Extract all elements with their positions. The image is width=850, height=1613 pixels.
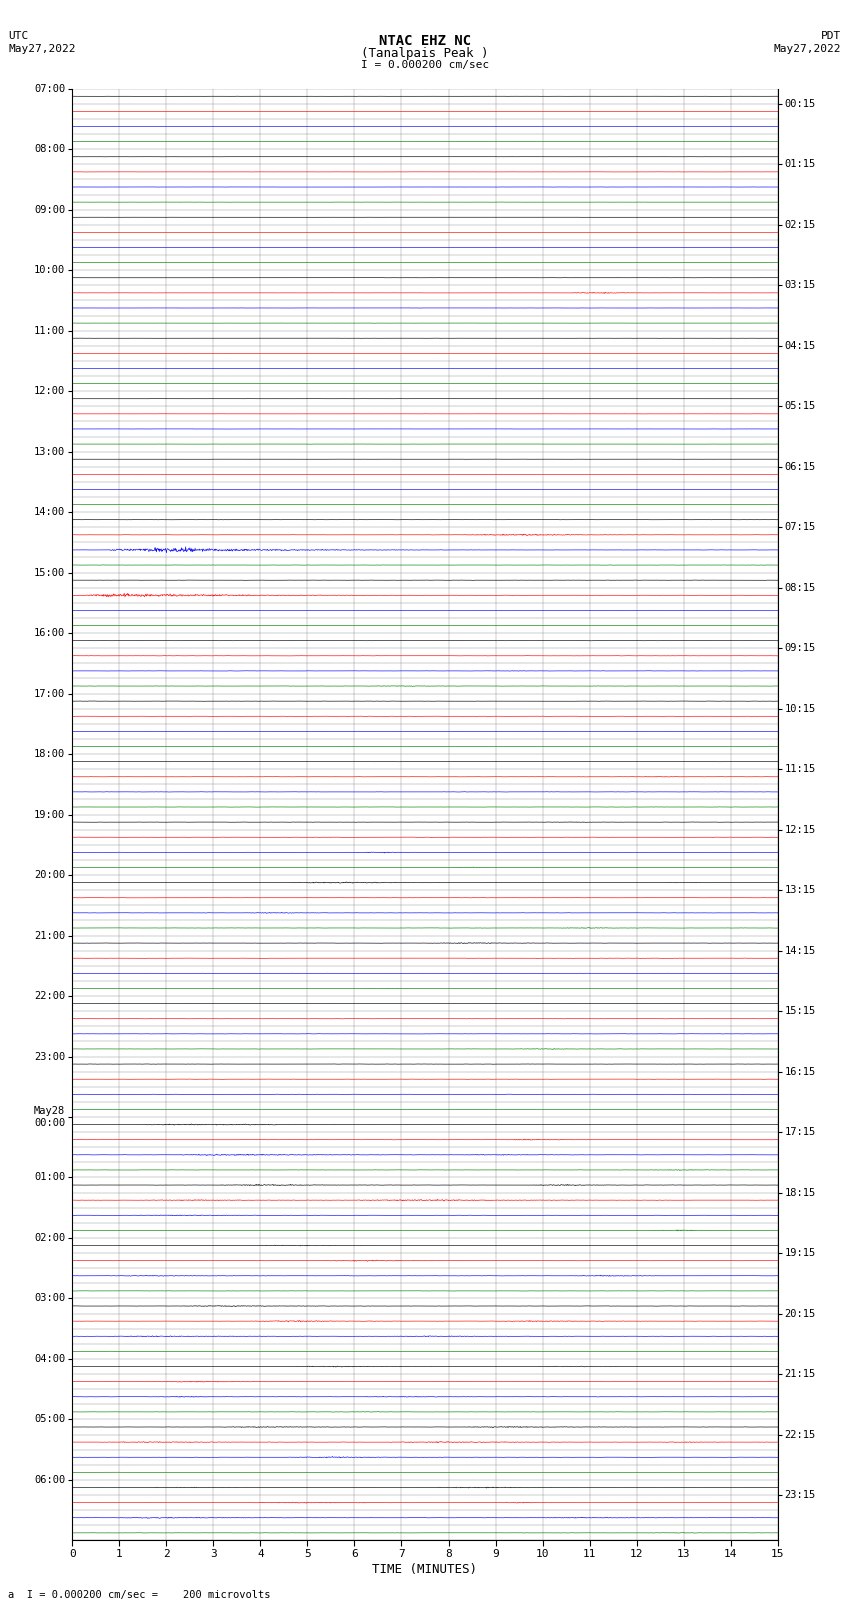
Text: a  I = 0.000200 cm/sec =    200 microvolts: a I = 0.000200 cm/sec = 200 microvolts	[8, 1590, 271, 1600]
Text: PDT: PDT	[821, 31, 842, 40]
Text: UTC: UTC	[8, 31, 29, 40]
X-axis label: TIME (MINUTES): TIME (MINUTES)	[372, 1563, 478, 1576]
Text: (Tanalpais Peak ): (Tanalpais Peak )	[361, 47, 489, 60]
Text: I = 0.000200 cm/sec: I = 0.000200 cm/sec	[361, 60, 489, 69]
Text: May27,2022: May27,2022	[8, 44, 76, 53]
Text: NTAC EHZ NC: NTAC EHZ NC	[379, 34, 471, 48]
Text: May27,2022: May27,2022	[774, 44, 842, 53]
